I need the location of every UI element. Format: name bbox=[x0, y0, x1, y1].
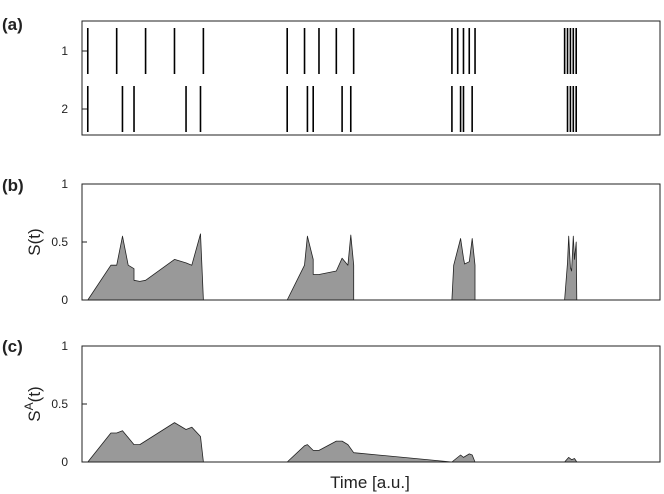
raster-ytick-label-2: 2 bbox=[61, 102, 68, 116]
x-axis-label: Time [a.u.] bbox=[330, 473, 410, 492]
panel-c-ytick-label-0: 0 bbox=[61, 455, 68, 469]
panel-b-ytick-label-2: 1 bbox=[61, 177, 68, 191]
panel-b-ylabel: S(t) bbox=[25, 228, 44, 255]
adaptive-similarity-area bbox=[87, 422, 578, 463]
panel-b-ytick-label-1: 0.5 bbox=[51, 235, 68, 249]
panel-c-ytick-label-2: 1 bbox=[61, 339, 68, 353]
panel-a-frame bbox=[81, 20, 661, 136]
panel-label-a: (a) bbox=[2, 15, 23, 34]
panel-c-ylabel: SA(t) bbox=[22, 386, 44, 421]
panel-b-ytick-label-0: 0 bbox=[61, 293, 68, 307]
raster-ytick-label-1: 1 bbox=[61, 44, 68, 58]
panel-c-area-fill bbox=[87, 422, 578, 463]
panel-c-axes: 0 0.5 1 SA(t) bbox=[22, 339, 661, 469]
spike-raster bbox=[86, 28, 577, 132]
panel-b-axes: 0 0.5 1 S(t) bbox=[25, 177, 661, 307]
panel-label-b: (b) bbox=[2, 176, 24, 195]
panel-label-c: (c) bbox=[2, 337, 23, 356]
panel-a-axes: 12 bbox=[61, 20, 661, 136]
panel-c-ytick-label-1: 0.5 bbox=[51, 397, 68, 411]
panel-b-area-fill bbox=[87, 233, 578, 301]
similarity-area bbox=[87, 233, 578, 301]
